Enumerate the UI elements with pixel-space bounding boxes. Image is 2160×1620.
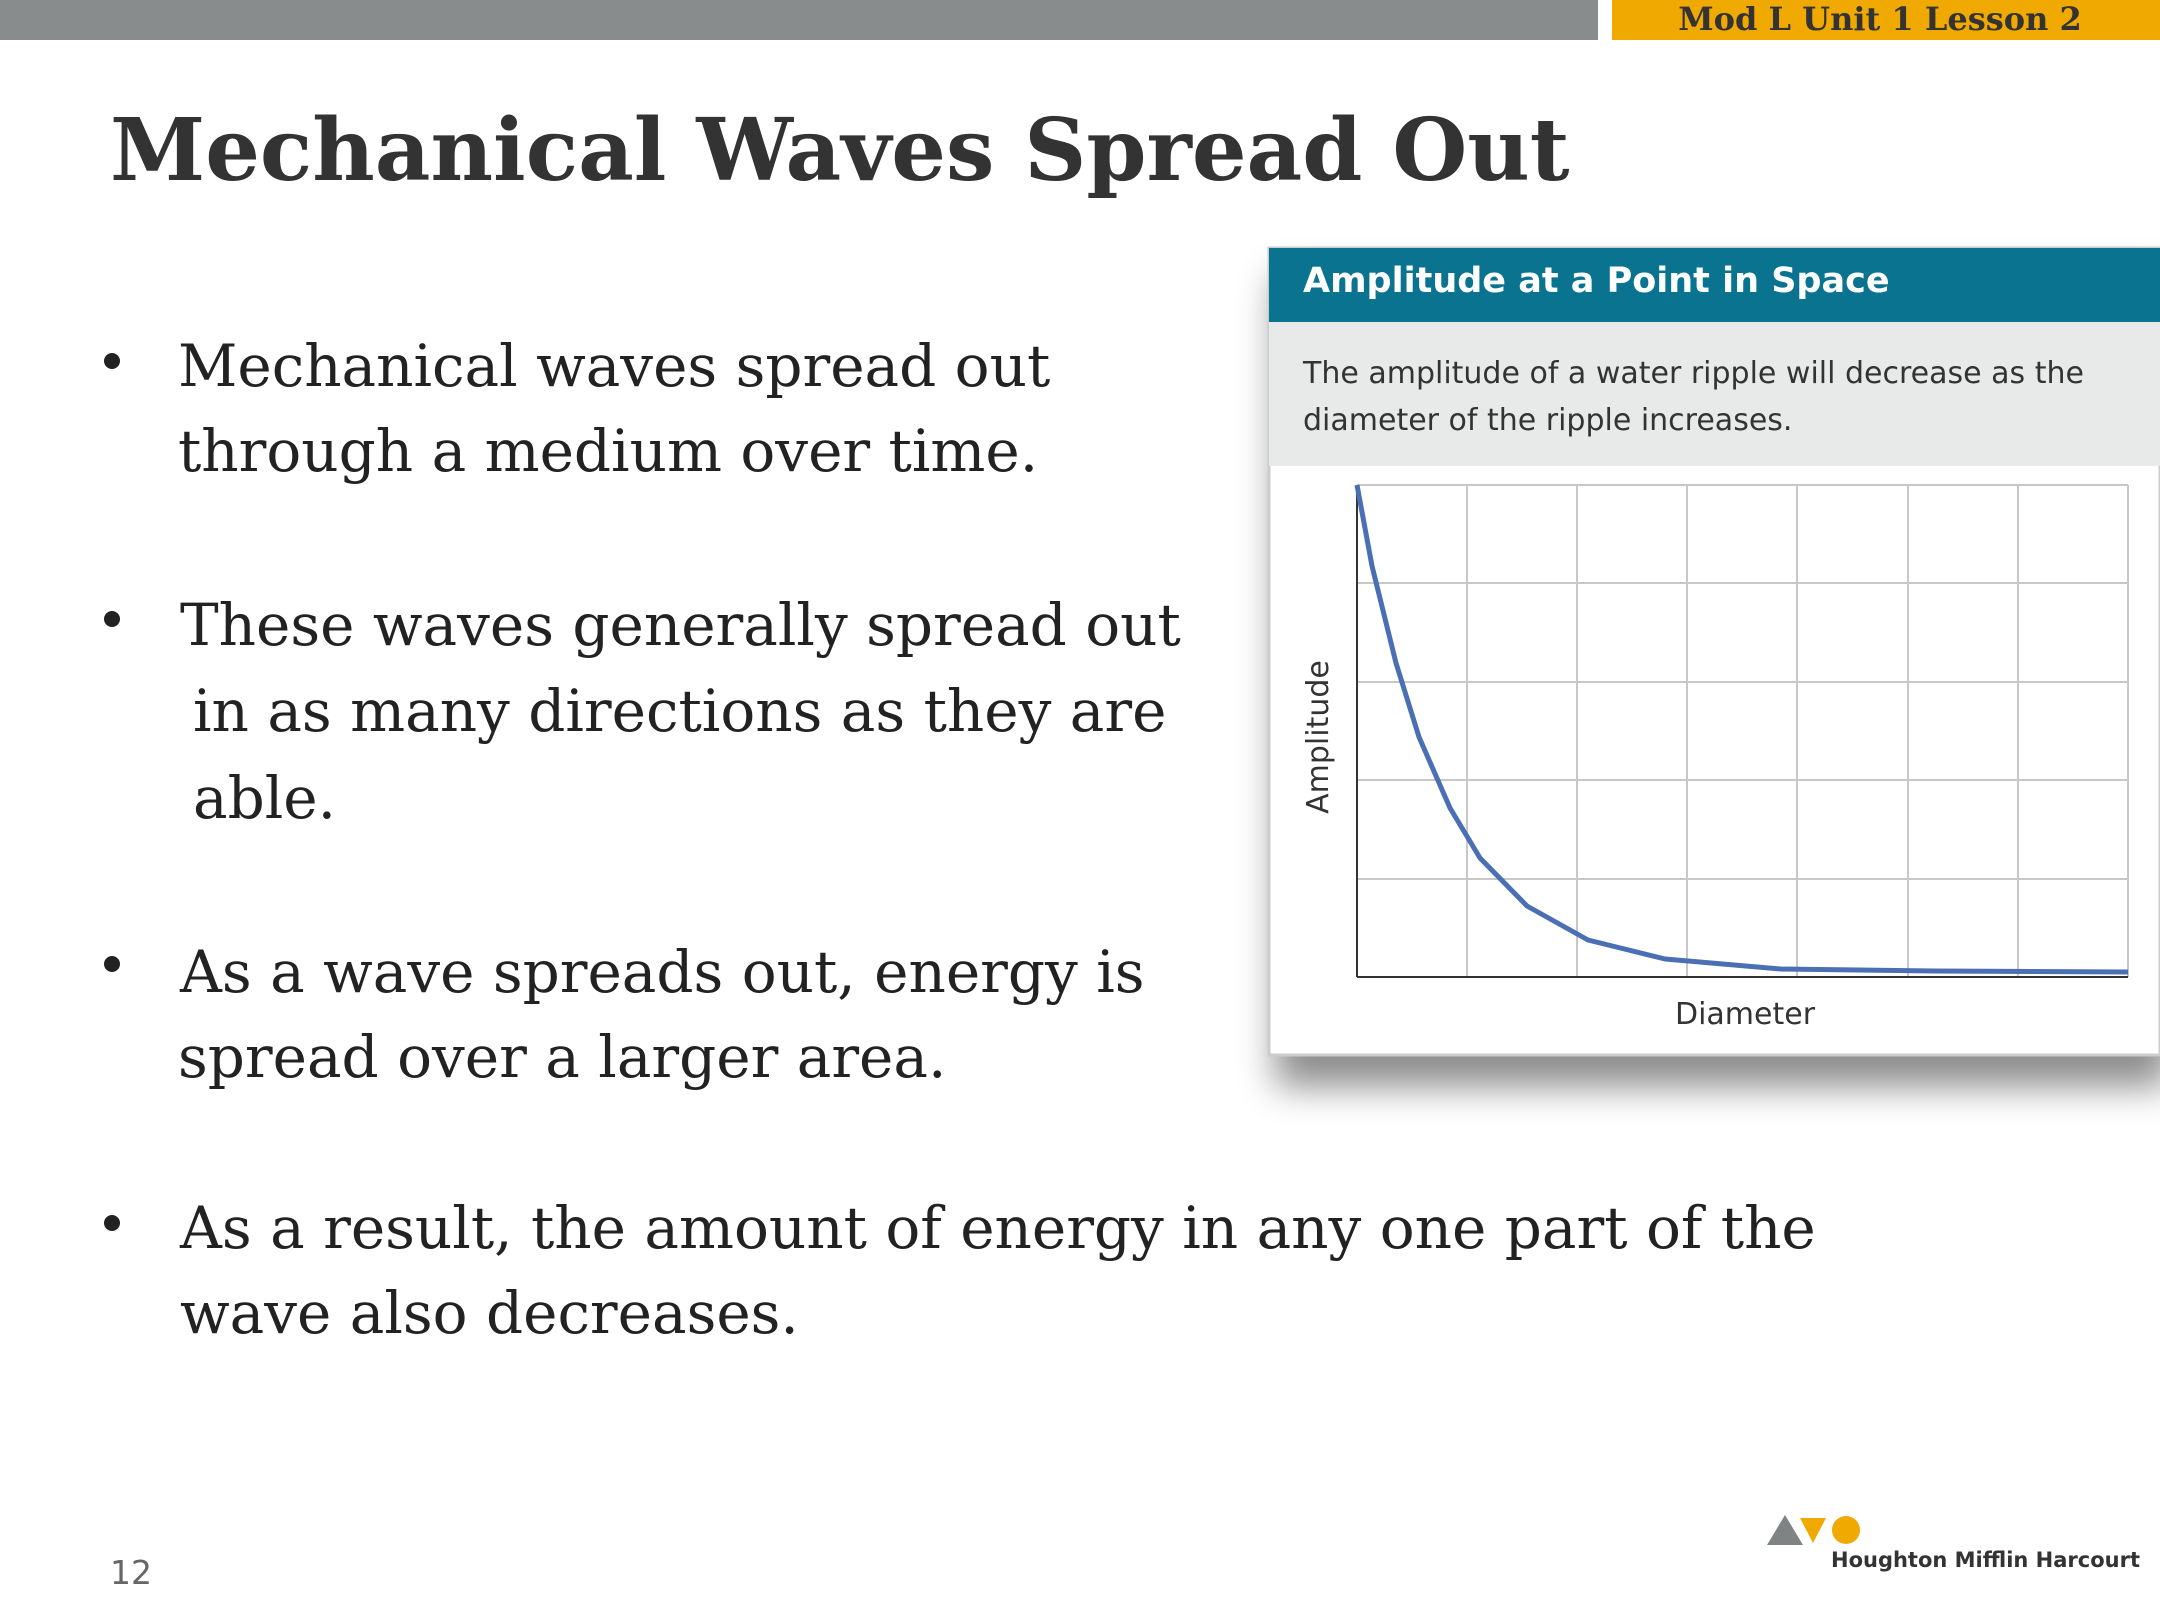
header-bar (0, 0, 1598, 40)
header-tag: Mod L Unit 1 Lesson 2 (1678, 0, 2081, 38)
bullet-line: through a medium over time. (178, 417, 1038, 485)
logo: Houghton Mifflin Harcourt (1767, 1515, 2140, 1572)
bullet-line: As a wave spreads out, energy is (179, 938, 1145, 1006)
figure-header (1269, 248, 2160, 322)
bullet-line: in as many directions as they are (193, 677, 1166, 745)
logo-shape (1832, 1516, 1860, 1544)
bullet-dot (104, 611, 120, 627)
x-axis-label: Diameter (1675, 997, 1816, 1032)
figure-title: Amplitude at a Point in Space (1303, 261, 1890, 301)
plot-grid (1357, 484, 2129, 977)
bullet-line: able. (193, 764, 336, 832)
slide-title: Mechanical Waves Spread Out (110, 100, 1570, 201)
bullet-line: As a result, the amount of energy in any… (179, 1194, 1816, 1262)
bullet-line: These waves generally spread out (180, 591, 1181, 659)
logo-shape (1767, 1515, 1803, 1545)
y-axis-label: Amplitude (1301, 660, 1336, 814)
figure: Amplitude at a Point in Space The amplit… (1267, 246, 2160, 1057)
bullet-dot (104, 353, 120, 369)
bullet-line: Mechanical waves spread out (178, 332, 1050, 400)
bullet-line: spread over a larger area. (178, 1023, 946, 1091)
page-number: 12 (110, 1553, 152, 1592)
header-tag-bg (1612, 0, 2160, 40)
bullets: Mechanical waves spread out through a me… (104, 332, 1816, 1347)
bullet-dot (104, 956, 120, 972)
logo-text: Houghton Mifflin Harcourt (1831, 1548, 2140, 1572)
figure-caption: The amplitude of a water ripple will dec… (1302, 356, 2084, 391)
bullet-dot (104, 1215, 120, 1231)
decay-curve (1354, 484, 2129, 975)
figure-caption-bg (1269, 322, 2160, 466)
logo-shape (1800, 1518, 1826, 1543)
bullet-line: wave also decreases. (180, 1279, 799, 1347)
figure-caption: diameter of the ripple increases. (1303, 403, 1792, 438)
